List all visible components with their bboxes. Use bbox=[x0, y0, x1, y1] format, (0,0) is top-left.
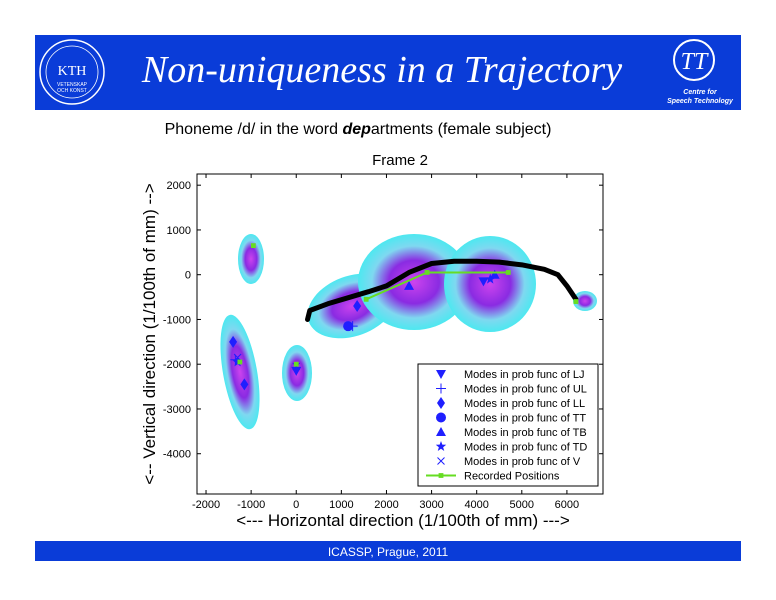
legend-marker bbox=[436, 383, 446, 394]
x-tick-label: -2000 bbox=[192, 499, 220, 511]
header-banner bbox=[35, 35, 741, 110]
marker bbox=[250, 243, 256, 249]
marker bbox=[293, 361, 299, 367]
marker bbox=[489, 269, 500, 279]
y-tick-label: 0 bbox=[185, 270, 191, 282]
legend-marker bbox=[437, 397, 445, 409]
logo-ring bbox=[45, 45, 99, 99]
density-blob bbox=[444, 236, 536, 332]
logo-ring bbox=[673, 39, 715, 81]
legend-label: Modes in prob func of TD bbox=[464, 442, 587, 454]
logo-ring bbox=[39, 39, 105, 105]
y-tick-label: -2000 bbox=[163, 359, 191, 371]
marker bbox=[343, 321, 354, 332]
logo-motto: OCH KONST bbox=[57, 88, 87, 94]
density-blob bbox=[573, 291, 597, 311]
marker bbox=[424, 270, 430, 275]
marker bbox=[229, 335, 238, 348]
legend-label: Modes in prob func of V bbox=[464, 456, 581, 468]
legend-marker bbox=[438, 473, 444, 478]
marker bbox=[363, 296, 369, 302]
x-tick-label: -1000 bbox=[237, 499, 265, 511]
x-tick-label: 5000 bbox=[510, 499, 534, 511]
marker bbox=[353, 300, 362, 313]
legend-box bbox=[417, 363, 599, 487]
density-blob bbox=[220, 314, 260, 430]
density-blob bbox=[358, 234, 470, 330]
logo-text: TT bbox=[681, 49, 709, 75]
subtitle: Phoneme /d/ in the word departments (fem… bbox=[165, 121, 552, 138]
legend-label: Modes in prob func of LL bbox=[464, 398, 585, 410]
marker bbox=[478, 277, 489, 287]
marker bbox=[505, 270, 511, 275]
legend-label: Recorded Positions bbox=[464, 471, 560, 483]
y-tick-label: -4000 bbox=[163, 449, 191, 461]
legend-marker bbox=[436, 427, 446, 436]
legend-marker bbox=[435, 441, 447, 451]
legend-marker bbox=[437, 457, 445, 465]
x-tick-label: 4000 bbox=[464, 499, 488, 511]
subtitle-emphasis: dep bbox=[342, 121, 371, 138]
y-tick-label: 1000 bbox=[167, 225, 191, 237]
x-tick-label: 1000 bbox=[329, 499, 353, 511]
marker bbox=[240, 378, 249, 391]
y-tick-label: -1000 bbox=[163, 314, 191, 326]
legend-label: Modes in prob func of UL bbox=[464, 384, 587, 396]
density-blob bbox=[238, 234, 264, 284]
x-tick-label: 0 bbox=[293, 499, 299, 511]
subtitle-part: Phoneme /d/ in the word bbox=[165, 121, 343, 138]
marker bbox=[237, 359, 243, 365]
footer-text: ICASSP, Prague, 2011 bbox=[328, 545, 449, 559]
y-axis-label: <-- Vertical direction (1/100th of mm) -… bbox=[140, 183, 159, 484]
legend-label: Modes in prob func of TT bbox=[464, 413, 586, 425]
x-tick-label: 6000 bbox=[555, 499, 579, 511]
legend-label: Modes in prob func of TB bbox=[464, 427, 587, 439]
legend: Modes in prob func of LJ Modes in prob fu… bbox=[417, 363, 599, 487]
marker bbox=[404, 280, 415, 290]
y-tick-label: 2000 bbox=[167, 180, 191, 192]
x-tick-label: 2000 bbox=[374, 499, 398, 511]
logo-caption: Centre for bbox=[683, 89, 718, 96]
x-tick-label: 3000 bbox=[419, 499, 443, 511]
marker bbox=[573, 299, 579, 304]
plot-frame bbox=[196, 173, 604, 495]
subtitle-part: artments (female subject) bbox=[371, 121, 552, 138]
legend-marker bbox=[436, 412, 446, 423]
x-axis-label: <--- Horizontal direction (1/100th of mm… bbox=[236, 511, 570, 530]
tt-logo: TT Centre for Speech Technology bbox=[667, 39, 734, 105]
footer-bar bbox=[35, 541, 741, 561]
legend-marker bbox=[436, 370, 446, 379]
chart-title: Frame 2 bbox=[372, 152, 428, 169]
logo-motto: VETENSKAP bbox=[57, 82, 88, 88]
logo-text: KTH bbox=[58, 64, 87, 79]
trajectory-line bbox=[305, 258, 579, 322]
kth-logo: KTH VETENSKAP OCH KONST bbox=[39, 39, 105, 105]
marker bbox=[484, 273, 496, 284]
y-tick-label: -3000 bbox=[163, 404, 191, 416]
slide-title: Non-uniqueness in a Trajectory bbox=[141, 49, 622, 91]
legend-label: Modes in prob func of LJ bbox=[464, 369, 584, 381]
logo-caption: Speech Technology bbox=[667, 98, 734, 105]
